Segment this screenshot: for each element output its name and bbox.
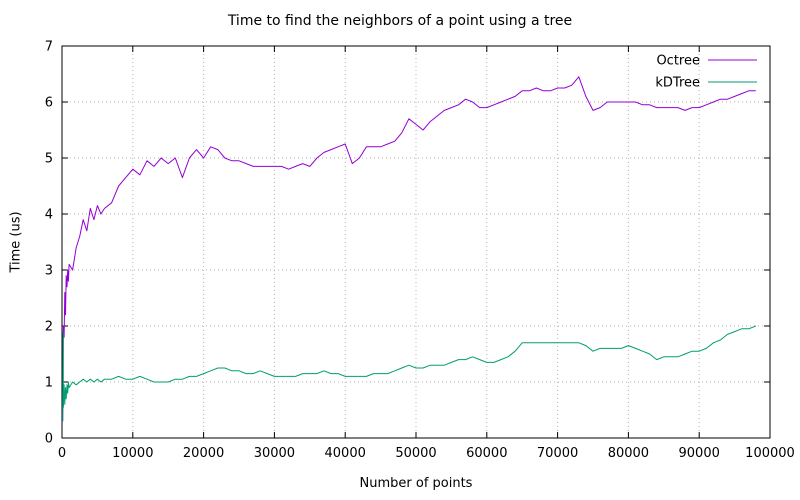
legend: Octree kDTree [655,54,757,91]
grid-lines [62,46,770,438]
x-tick-label: 0 [58,446,66,461]
legend-label-kdtree: kDTree [655,76,700,91]
series-line-kdtree [62,325,756,422]
legend-label-octree: Octree [656,54,700,69]
x-tick-label: 20000 [183,446,224,461]
y-tick-label: 2 [45,320,53,335]
y-tick-label: 7 [45,40,53,55]
y-tick-label: 4 [45,208,53,223]
chart-title: Time to find the neighbors of a point us… [227,13,573,29]
y-tick-label: 5 [45,152,53,167]
x-tick-label: 80000 [608,446,649,461]
tick-labels: 0 10000 20000 30000 40000 50000 60000 70000 8000… [45,40,795,462]
y-tick-label: 1 [45,376,53,391]
x-tick-label: 50000 [395,446,436,461]
x-tick-label: 70000 [537,446,578,461]
x-tick-label: 30000 [254,446,295,461]
y-tick-label: 6 [45,96,53,111]
x-tick-label: 60000 [466,446,507,461]
x-tick-label: 90000 [679,446,720,461]
y-tick-label: 0 [45,432,53,447]
x-axis-label: Number of points [359,476,473,491]
tick-marks [61,45,771,439]
x-tick-label: 10000 [112,446,153,461]
x-tick-label: 100000 [745,446,795,461]
series-line-octree [62,76,756,422]
x-tick-label: 40000 [325,446,366,461]
y-tick-label: 3 [45,264,53,279]
